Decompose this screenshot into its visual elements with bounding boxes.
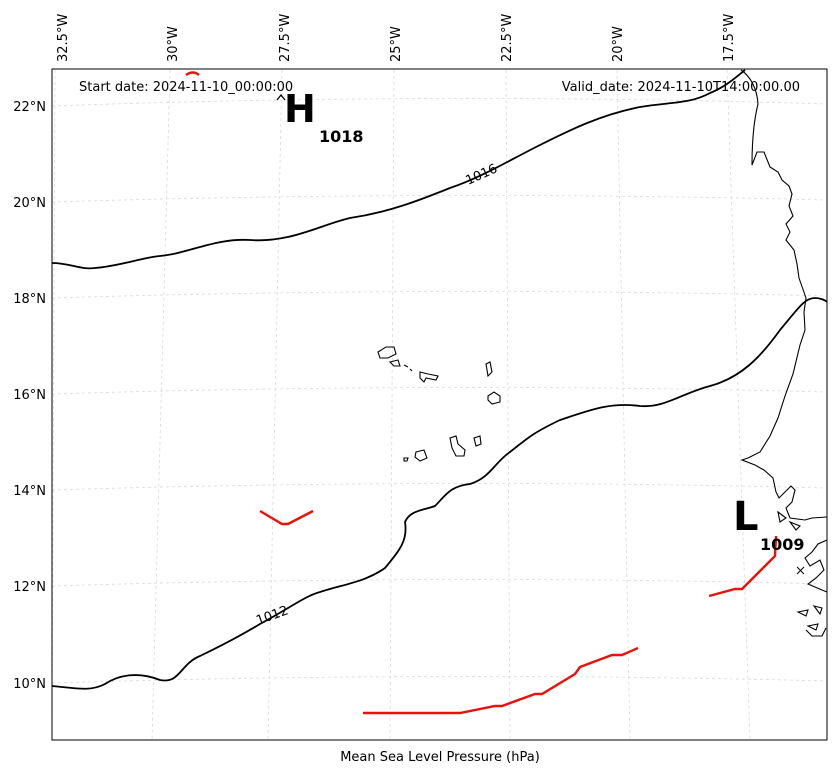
front-fragment-top: [185, 71, 200, 77]
fronts: [185, 71, 778, 715]
coastline-guinea: [804, 539, 828, 593]
front-segment-east: [708, 535, 778, 598]
lon-tick-label: 27.5°W: [278, 14, 293, 62]
lat-tick-label: 12°N: [13, 580, 46, 595]
high-pressure-symbol: H: [284, 87, 316, 131]
high-pressure-value: 1018: [319, 127, 364, 146]
lon-tick-label: 25°W: [389, 26, 404, 62]
isobar-1016: [51, 69, 746, 270]
lon-tick-label: 32.5°W: [56, 14, 71, 62]
latitude-ticks: 22°N 20°N 18°N 16°N 14°N 12°N 10°N: [13, 100, 46, 692]
longitude-ticks: 32.5°W 30°W 27.5°W 25°W 22.5°W 20°W 17.5…: [56, 14, 737, 62]
gridlines: [51, 69, 828, 741]
high-center-mark: [276, 93, 286, 101]
coastline-bijagos: [777, 510, 801, 531]
coastline-islands-bissau: [796, 605, 827, 637]
low-pressure-value: 1009: [760, 535, 805, 554]
lat-tick-label: 10°N: [13, 677, 46, 692]
coastline-africa: [740, 69, 828, 521]
valid-date-label: Valid_date: 2024-11-10T14:00:00.00: [562, 80, 800, 95]
lon-tick-label: 20°W: [611, 26, 626, 62]
low-pressure-symbol: L: [733, 494, 759, 540]
lon-tick-label: 17.5°W: [722, 14, 737, 62]
front-segment-west: [259, 509, 314, 526]
lat-tick-label: 14°N: [13, 484, 46, 499]
lon-tick-label: 30°W: [166, 26, 181, 62]
lat-tick-label: 22°N: [13, 100, 46, 115]
lat-tick-label: 20°N: [13, 196, 46, 211]
plot-frame: [51, 68, 828, 741]
lon-tick-label: 22.5°W: [500, 14, 515, 62]
x-axis-label: Mean Sea Level Pressure (hPa): [340, 750, 540, 765]
cape-verde-islands: [377, 346, 501, 462]
cross-marker: [796, 566, 805, 575]
isobar-label-1016: 1016: [464, 161, 500, 188]
start-date-label: Start date: 2024-11-10_00:00:00: [79, 80, 293, 95]
isobar-1012: [51, 297, 828, 690]
lat-tick-label: 18°N: [13, 292, 46, 307]
front-segment-south: [363, 646, 639, 715]
lat-tick-label: 16°N: [13, 388, 46, 403]
isobar-label-1012: 1012: [254, 603, 290, 628]
